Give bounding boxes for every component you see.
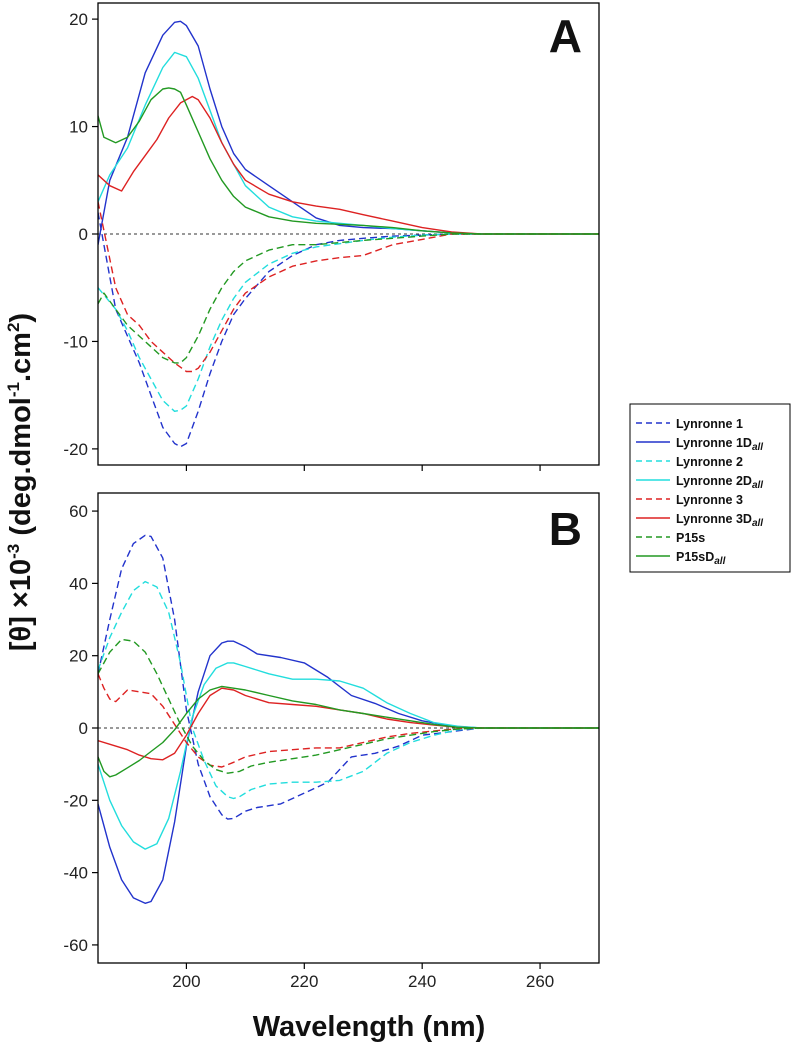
series-group bbox=[98, 534, 599, 904]
y-axis-title-end: ) bbox=[5, 313, 37, 323]
series-line-lynronne-3d-all bbox=[98, 95, 599, 235]
x-tick-label: 220 bbox=[290, 972, 318, 991]
y-tick-label: -20 bbox=[63, 440, 88, 459]
series-line-lynronne-2d-all bbox=[98, 51, 599, 235]
y-axis-title-mid: (deg.dmol bbox=[5, 397, 37, 544]
series-line-lynronne-2 bbox=[98, 233, 599, 412]
legend-label-base: Lynronne 2D bbox=[676, 474, 752, 488]
x-tick-label: 240 bbox=[408, 972, 436, 991]
legend-label: Lynronne 3 bbox=[676, 493, 743, 507]
legend-item-lynronne-1d-all: Lynronne 1Dall bbox=[636, 436, 763, 453]
series-group bbox=[98, 20, 599, 448]
legend-label-base: Lynronne 3 bbox=[676, 493, 743, 507]
legend-label: Lynronne 2Dall bbox=[676, 474, 763, 491]
series-line-p15sd-all bbox=[98, 685, 599, 778]
x-tick-label: 200 bbox=[172, 972, 200, 991]
series-line-p15s bbox=[98, 233, 599, 364]
series-line-lynronne-3 bbox=[98, 201, 599, 373]
legend-label-base: Lynronne 3D bbox=[676, 512, 752, 526]
y-tick-label: 20 bbox=[69, 10, 88, 29]
panel-letter: A bbox=[549, 10, 582, 62]
legend-frame bbox=[629, 403, 791, 573]
legend-item-lynronne-3: Lynronne 3 bbox=[636, 493, 743, 507]
y-axis-title: [θ] ×10-3 (deg.dmol-1.cm2) bbox=[4, 313, 37, 651]
series-line-p15sd-all bbox=[98, 87, 599, 235]
legend-label-base: Lynronne 1 bbox=[676, 417, 743, 431]
legend-label-base: P15s bbox=[676, 531, 705, 545]
legend-label-subscript: all bbox=[752, 442, 763, 453]
legend-label: Lynronne 1 bbox=[676, 417, 743, 431]
y-tick-label: 10 bbox=[69, 118, 88, 137]
legend-label-base: P15sD bbox=[676, 550, 714, 564]
legend-label: P15sDall bbox=[676, 550, 726, 567]
legend-label: P15s bbox=[676, 531, 705, 545]
legend-label: Lynronne 2 bbox=[676, 455, 743, 469]
legend-item-lynronne-3d-all: Lynronne 3Dall bbox=[636, 512, 763, 529]
legend-item-lynronne-2: Lynronne 2 bbox=[636, 455, 743, 469]
legend-item-p15s: P15s bbox=[636, 531, 705, 545]
y-axis-title-exp3: 2 bbox=[4, 323, 23, 332]
series-line-lynronne-1 bbox=[98, 212, 599, 448]
series-line-lynronne-3d-all bbox=[98, 687, 599, 761]
panel-a: -20 -10 0 10 20 A bbox=[63, 2, 600, 471]
y-axis-title-mid2: .cm bbox=[5, 332, 37, 382]
panel-letter: B bbox=[549, 503, 582, 555]
legend-label-subscript: all bbox=[714, 556, 725, 567]
legend-label: Lynronne 1Dall bbox=[676, 436, 763, 453]
legend-item-lynronne-2d-all: Lynronne 2Dall bbox=[636, 474, 763, 491]
y-tick-label: 0 bbox=[79, 225, 88, 244]
series-line-lynronne-1 bbox=[98, 534, 599, 820]
y-tick-label: 40 bbox=[69, 574, 88, 593]
legend-label-base: Lynronne 2 bbox=[676, 455, 743, 469]
series-line-lynronne-2d-all bbox=[98, 662, 599, 850]
y-tick-label: 0 bbox=[79, 719, 88, 738]
x-tick-label: 260 bbox=[526, 972, 554, 991]
legend-item-lynronne-1: Lynronne 1 bbox=[636, 417, 743, 431]
y-tick-label: -10 bbox=[63, 332, 88, 351]
y-tick-label: -20 bbox=[63, 791, 88, 810]
legend-item-p15sd-all: P15sDall bbox=[636, 550, 726, 567]
y-tick-label: 60 bbox=[69, 502, 88, 521]
y-axis-title-exp1: -3 bbox=[4, 544, 23, 559]
y-axis-title-exp2: -1 bbox=[4, 382, 23, 397]
x-axis-title: Wavelength (nm) bbox=[253, 1011, 486, 1043]
series-line-lynronne-3 bbox=[98, 673, 599, 768]
legend-label-subscript: all bbox=[752, 480, 763, 491]
series-line-lynronne-2 bbox=[98, 580, 599, 800]
legend-label-subscript: all bbox=[752, 518, 763, 529]
legend-label-base: Lynronne 1D bbox=[676, 436, 752, 450]
y-tick-label: -40 bbox=[63, 864, 88, 883]
y-axis-title-main: [θ] ×10 bbox=[5, 559, 37, 651]
y-tick-label: 20 bbox=[69, 647, 88, 666]
legend-label: Lynronne 3Dall bbox=[676, 512, 763, 529]
panel-b: -60 -40 -20 0 20 40 60 200 220 240 260 B bbox=[63, 492, 600, 991]
y-tick-label: -60 bbox=[63, 936, 88, 955]
series-line-lynronne-1d-all bbox=[98, 640, 599, 904]
series-line-p15s bbox=[98, 638, 599, 774]
